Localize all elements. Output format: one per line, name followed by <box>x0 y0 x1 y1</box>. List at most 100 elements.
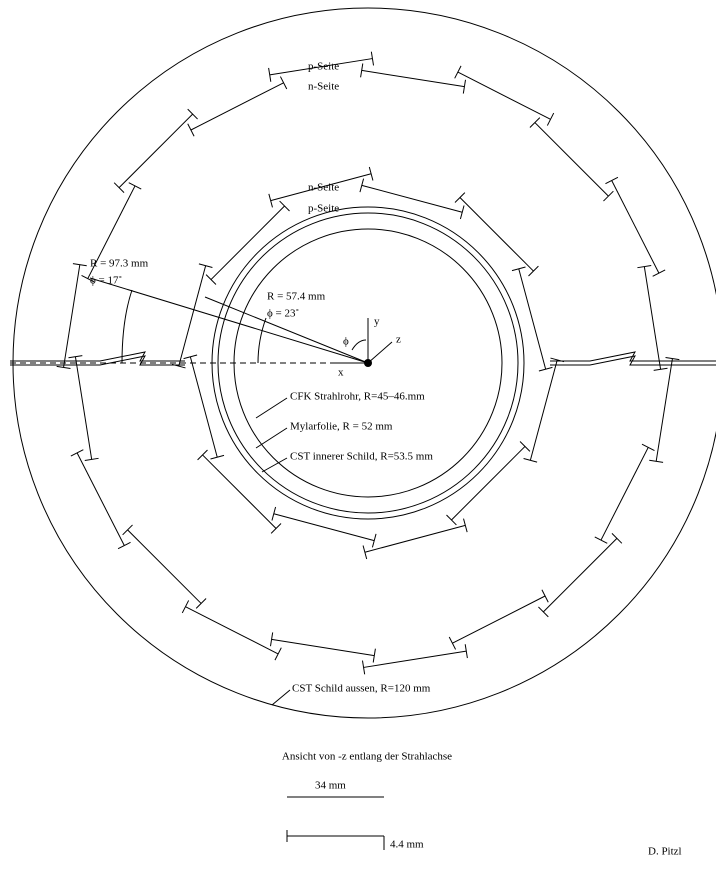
ladder-cap <box>649 459 664 463</box>
ladder-cap <box>641 443 655 452</box>
ladder-cap <box>546 112 555 126</box>
ladder-cap <box>274 647 282 661</box>
ladder-cap <box>360 63 364 78</box>
ladder-cap <box>523 458 538 463</box>
phi-arc <box>351 339 367 351</box>
author: D. Pitzl <box>648 846 682 858</box>
ladder-cap <box>462 79 467 94</box>
ladder <box>127 529 202 604</box>
ladder <box>611 180 660 274</box>
label: CFK Strahlrohr, R=45–46.mm <box>290 391 425 403</box>
ladder <box>459 197 534 272</box>
ladder-cap <box>68 355 83 359</box>
ladder <box>451 446 526 521</box>
ladder <box>87 185 136 279</box>
split-left <box>10 351 185 366</box>
ladder-cap <box>205 274 217 285</box>
ladder-cap <box>128 182 142 190</box>
ladder-cap <box>361 660 366 675</box>
ladder-cap <box>117 541 131 550</box>
label: 34 mm <box>315 780 346 792</box>
ladder-cap <box>268 193 273 208</box>
ladder <box>189 356 218 458</box>
split-right <box>550 351 716 366</box>
phi-inner-arc <box>257 317 267 364</box>
ladder <box>270 173 372 202</box>
ladder-cap <box>605 176 619 185</box>
ladders <box>56 51 680 675</box>
ladder <box>529 359 558 461</box>
ladder-cap <box>464 644 468 659</box>
label: x <box>338 367 344 379</box>
caption: Ansicht von -z entlang der Strahlachse <box>282 751 452 763</box>
r-outer-line <box>89 277 369 364</box>
ladder <box>190 82 284 131</box>
ladder-cap <box>511 266 526 272</box>
ladder-cap <box>81 274 95 283</box>
ladder-cap <box>195 598 207 609</box>
label: p-Seite <box>308 203 339 215</box>
ladder-cap <box>368 166 374 181</box>
ladder <box>202 454 277 529</box>
ladder <box>269 58 373 76</box>
phi-outer-arc <box>121 289 133 364</box>
ladder <box>185 606 279 655</box>
ladder-cap <box>279 200 290 212</box>
ladder <box>271 638 375 657</box>
ladder-cap <box>448 636 457 650</box>
ladder-cap <box>198 263 213 268</box>
ladder <box>363 650 467 668</box>
r-inner-line <box>204 296 369 364</box>
ladder <box>210 205 285 280</box>
ladder-cap <box>122 524 133 536</box>
pointer <box>255 427 288 449</box>
ladder <box>543 538 618 613</box>
ladder-cap <box>637 264 652 269</box>
ladder-cap <box>653 367 668 371</box>
ladder-cap <box>84 457 99 462</box>
ladder-cap <box>459 205 465 220</box>
ladder-cap <box>463 518 468 533</box>
ladder-cap <box>519 441 531 452</box>
ladder-cap <box>183 354 198 360</box>
ladder-cap <box>72 263 87 267</box>
axis-z <box>367 341 393 364</box>
label: ϕ <box>343 336 349 348</box>
ladder-cap <box>187 123 195 137</box>
ladder-cap <box>594 536 608 544</box>
ladder <box>364 524 466 553</box>
pointer <box>261 457 288 473</box>
ladder-cap <box>665 356 680 361</box>
ladder <box>273 513 375 542</box>
ladder-cap <box>56 365 71 370</box>
ladder <box>74 356 93 460</box>
ladder-cap <box>171 363 186 369</box>
ladder-cap <box>446 514 457 526</box>
ladder <box>518 268 547 370</box>
ladder-cap <box>197 449 208 461</box>
ladder-cap <box>454 192 466 203</box>
label: p-Seite <box>308 61 339 73</box>
ladder-cap <box>279 76 288 90</box>
ladder-cap <box>538 366 553 372</box>
label: CST innerer Schild, R=53.5 mm <box>290 451 433 463</box>
ladder-cap <box>529 117 541 128</box>
ladder-cap <box>268 67 272 82</box>
label: n-Seite <box>308 81 339 93</box>
label: ϕ = 17˚ <box>90 275 122 287</box>
ladder-cap <box>538 606 549 618</box>
ladder <box>457 71 551 120</box>
mylar-foil <box>217 212 519 514</box>
ladder-cap <box>187 108 198 120</box>
ladder-cap <box>270 523 282 534</box>
ladder-cap <box>113 182 125 193</box>
pointer <box>271 689 291 706</box>
ladder-cap <box>371 533 377 548</box>
ladder <box>361 69 465 88</box>
ladder <box>452 595 546 644</box>
label: y <box>374 316 380 328</box>
label: CST Schild aussen, R=120 mm <box>292 683 431 695</box>
ladder <box>178 265 207 367</box>
ladder-cap <box>70 449 84 457</box>
